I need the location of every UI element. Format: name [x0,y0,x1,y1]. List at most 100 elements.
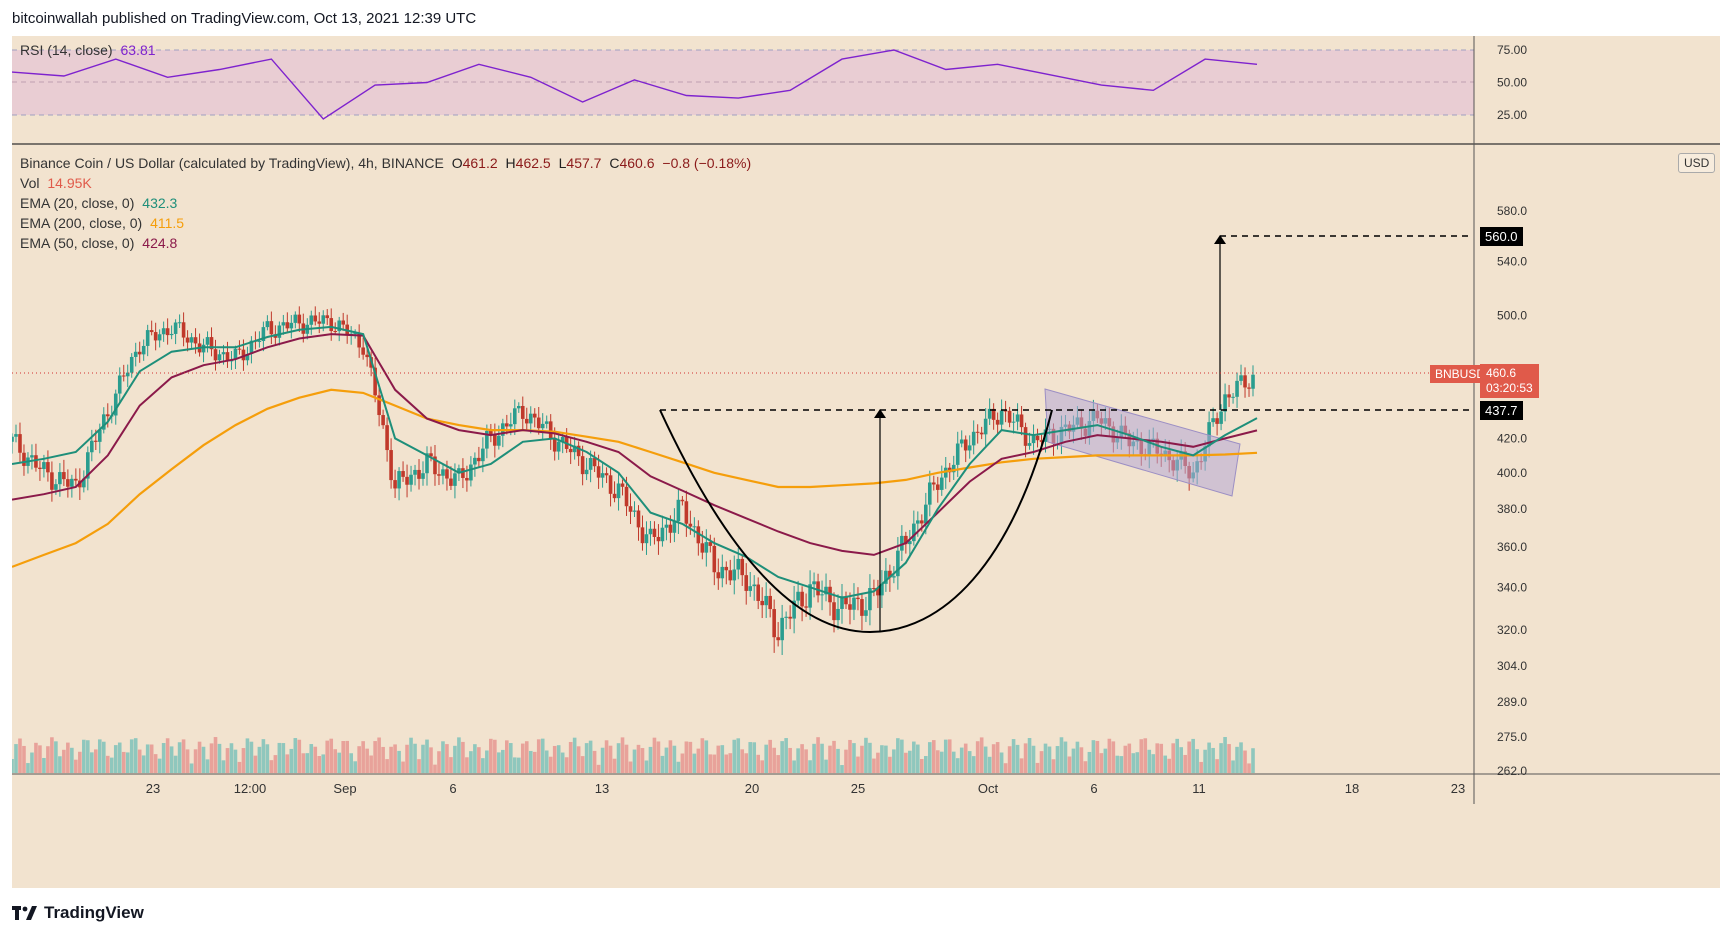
candle-body [381,415,385,426]
countdown-value: 03:20:53 [1486,381,1533,395]
candle-body [261,327,266,342]
candle-body [1019,414,1024,428]
candle-body [133,351,138,357]
candle-body [389,450,393,481]
volume-bar [429,747,433,773]
volume-bar [900,739,904,773]
candle-body [979,432,984,435]
candle-body [943,467,948,478]
volume-bar [1079,747,1084,773]
volume-bar [516,757,521,773]
volume-bar [728,753,733,773]
candle-body [756,584,761,601]
volume-bar [409,737,413,773]
candle-body [963,439,968,451]
target-arrowhead [1214,235,1226,244]
volume-bar [640,748,645,773]
volume-bar [1163,755,1168,773]
candle-body [1235,380,1239,397]
candle-body [604,473,609,476]
volume-bar [1195,749,1199,773]
chart-canvas[interactable]: 580.0 540.0 500.0 420.0 400.0 380.0 360.0 340.0… [12,36,1720,888]
candle-body [221,352,226,355]
price-tick-label: 304.0 [1497,659,1527,673]
volume-bar [616,743,621,773]
price-tick-label: 380.0 [1497,502,1527,516]
volume-bar [453,745,457,773]
volume-bar [393,744,397,773]
volume-bar [86,740,90,773]
neckline-price-tag: 437.7 [1480,401,1523,420]
volume-bar [1075,741,1080,773]
high-value: 462.5 [515,155,551,171]
candle-body [313,315,318,322]
currency-badge[interactable]: USD [1678,153,1716,173]
volume-value: 14.95K [47,175,92,191]
volume-bar [628,761,633,773]
volume-bar [1227,744,1231,773]
volume-bar [943,739,948,773]
volume-bar [505,740,509,773]
volume-bar [644,760,649,773]
candle-body [86,452,90,479]
volume-bar [1191,738,1195,773]
volume-bar [225,748,230,773]
volume-bar [369,755,373,773]
candle-body [516,405,521,409]
candle-body [141,345,146,355]
rsi-tick-label: 50.00 [1497,76,1527,90]
time-tick-label: 13 [595,781,609,796]
volume-bar [908,750,912,773]
volume-bar [1023,743,1028,773]
candle-body [536,417,541,429]
volume-bar [808,760,812,773]
candle-body [441,469,445,476]
candle-body [800,591,804,607]
volume-bar [54,741,58,773]
volume-bar [708,754,713,773]
candle-body [397,471,401,489]
volume-bar [177,742,182,773]
volume-bar [892,749,896,773]
volume-bar [1051,759,1056,773]
volume-bar [157,758,162,773]
volume-bar [93,749,98,773]
candle-body [556,441,561,452]
volume-bar [1139,739,1144,773]
candle-body [864,610,868,616]
candle-body [149,330,154,333]
candle-body [333,331,338,333]
volume-bar [520,743,525,773]
candle-body [189,337,194,343]
cup-depth-arrowhead [874,409,886,418]
candle-body [101,414,106,430]
volume-bar [46,746,50,773]
volume-bar [201,746,206,773]
volume-bar [664,747,669,773]
volume-bar [576,746,581,773]
volume-bar [768,739,772,773]
volume-bar [477,747,481,773]
volume-bar [959,747,964,773]
candle-body [401,471,405,477]
candle-body [528,413,533,424]
volume-bar [153,754,158,773]
volume-bar [457,737,461,773]
volume-bar [971,756,976,773]
volume-bar [305,753,310,773]
candle-body [776,637,780,641]
ema20-value: 432.3 [142,195,178,211]
tradingview-logo[interactable]: TradingView [12,903,144,923]
rsi-line [12,49,1258,120]
ema200-line [12,388,1258,568]
candle-body [876,588,880,596]
volume-bar [512,757,517,773]
volume-bar [1019,758,1024,773]
volume-bar [401,761,405,773]
tradingview-logo-icon [12,906,37,920]
chart-frame[interactable]: 580.0 540.0 500.0 420.0 400.0 380.0 360.0 340.0… [12,36,1720,888]
candle-body [181,322,186,338]
volume-bar [508,743,513,773]
ema50-legend: EMA (50, close, 0) 424.8 [20,235,181,251]
candle-body [652,528,657,537]
